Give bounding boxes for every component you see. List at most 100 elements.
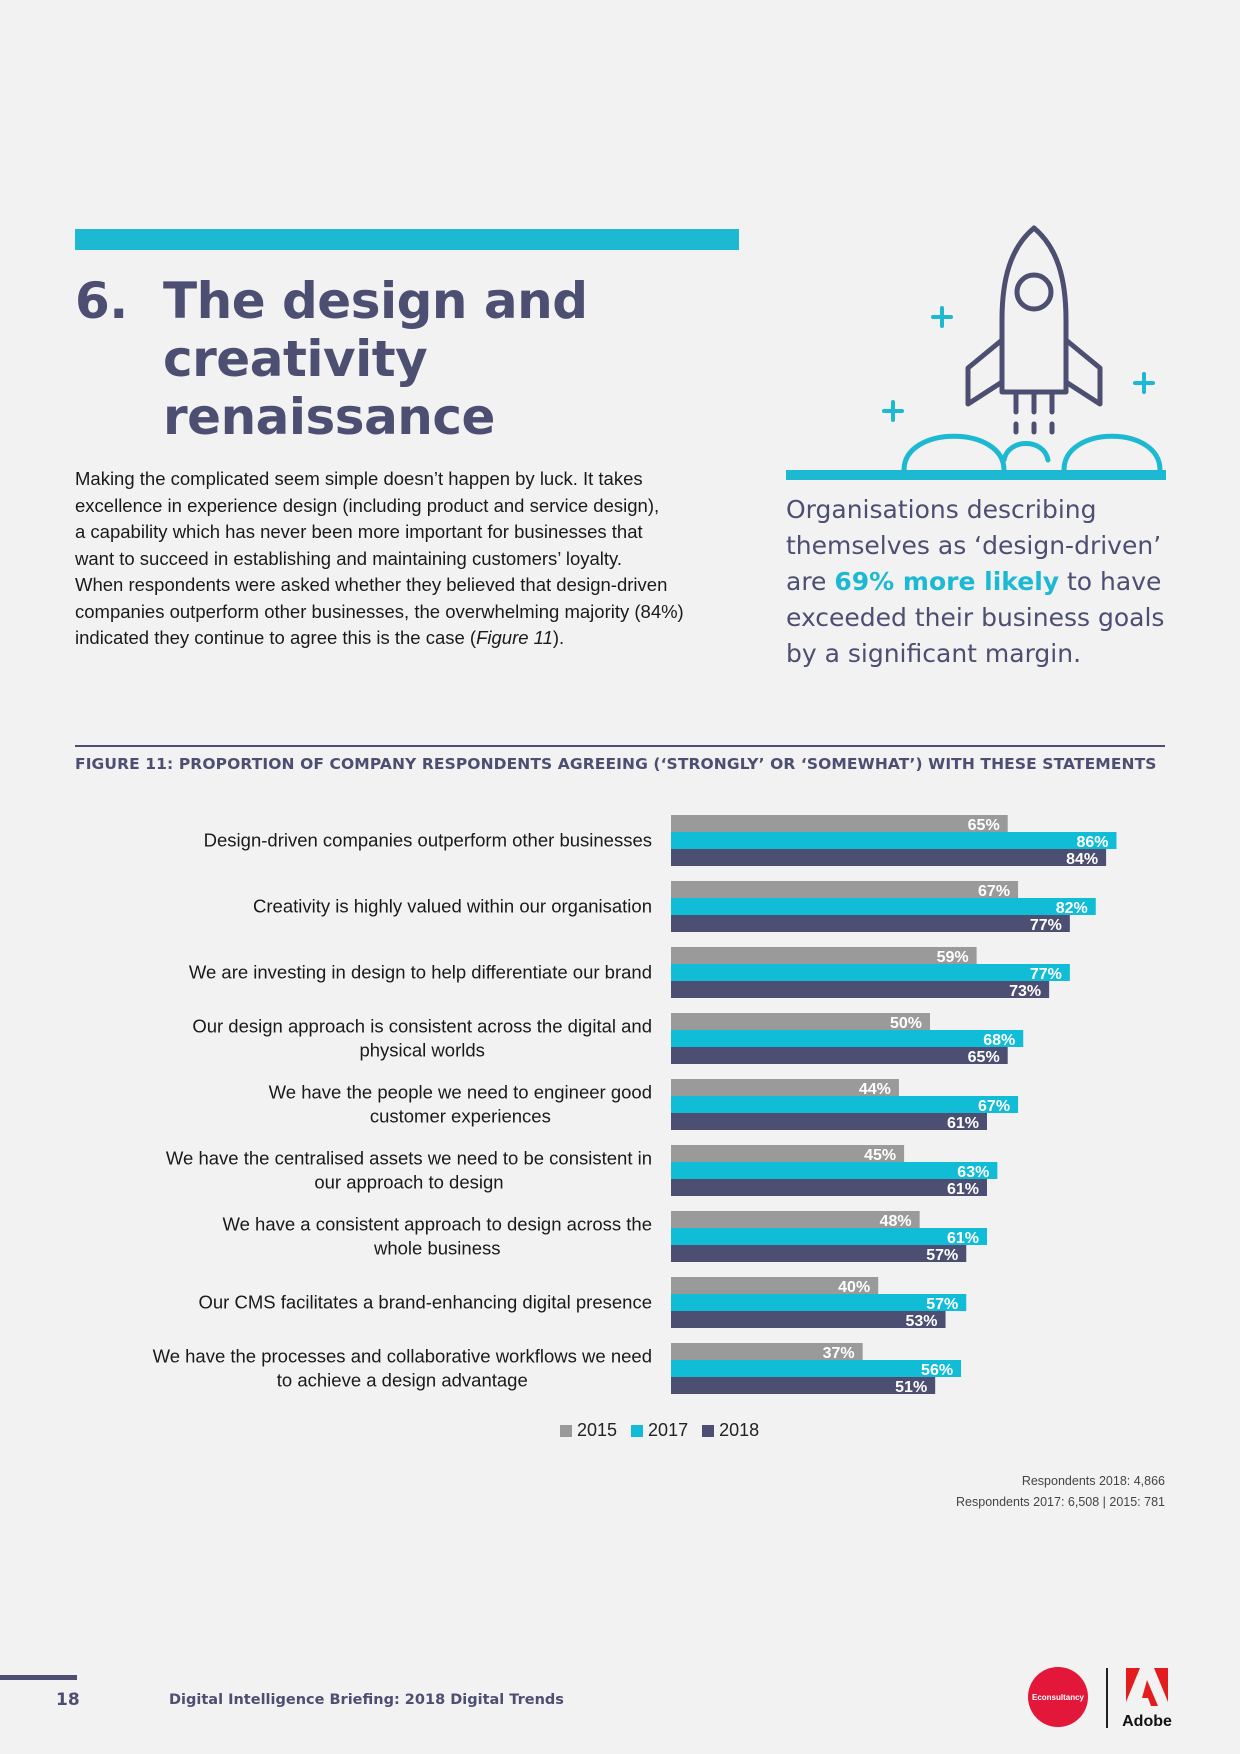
category-label: customer experiences [370, 1106, 551, 1127]
figure-caption: FIGURE 11: PROPORTION OF COMPANY RESPOND… [75, 755, 1157, 773]
category-label: Our CMS facilitates a brand-enhancing di… [199, 1292, 653, 1313]
bar-value-label: 40% [838, 1279, 870, 1296]
section-title-line1: The design and [163, 272, 588, 330]
legend-label: 2018 [719, 1420, 760, 1440]
bar-2015 [671, 1211, 920, 1228]
bar-value-label: 59% [937, 949, 969, 966]
legend-swatch [560, 1424, 572, 1437]
intro-text: ). [552, 627, 565, 648]
legend-swatch [631, 1424, 644, 1437]
bar-value-label: 65% [968, 817, 1000, 834]
respondents-line: Respondents 2017: 6,508 | 2015: 781 [956, 1495, 1165, 1509]
callout-line: themselves as ‘design-driven’ [786, 531, 1162, 560]
intro-text: indicated they continue to agree this is… [75, 627, 477, 648]
bar-2018 [671, 1245, 967, 1262]
logo-divider [1106, 1668, 1108, 1728]
bar-value-label: 61% [947, 1230, 979, 1247]
figure-divider [75, 745, 1165, 747]
bar-value-label: 37% [823, 1345, 855, 1362]
bar-value-label: 68% [983, 1032, 1015, 1049]
bar-value-label: 82% [1056, 900, 1088, 917]
bar-value-label: 63% [957, 1164, 989, 1181]
category-label: physical worlds [359, 1040, 484, 1061]
legend-swatch [702, 1424, 715, 1437]
section-accent-bar [75, 229, 739, 250]
bar-value-label: 65% [968, 1049, 1000, 1066]
bar-value-label: 53% [906, 1313, 938, 1330]
category-label: We have the centralised assets we need t… [166, 1148, 652, 1169]
bar-2015 [671, 881, 1019, 898]
intro-line: indicated they continue to agree this is… [75, 625, 735, 652]
bar-chart: Design-driven companies outperform other… [153, 815, 1117, 1396]
bar-2017 [671, 1360, 962, 1377]
category-label: We have a consistent approach to design … [222, 1214, 652, 1235]
bar-value-label: 77% [1030, 966, 1062, 983]
intro-line: Making the complicated seem simple doesn… [75, 468, 643, 489]
chart-legend: 2015 2017 2018 [560, 1420, 759, 1441]
bar-value-label: 51% [895, 1379, 927, 1396]
callout-line: exceeded their business goals [786, 603, 1165, 632]
respondents-note: Respondents 2018: 4,866 Respondents 2017… [956, 1471, 1165, 1513]
callout-line: by a significant margin. [786, 639, 1082, 668]
bar-value-label: 73% [1009, 983, 1041, 1000]
category-label: We have the processes and collaborative … [153, 1346, 652, 1367]
intro-line: excellence in experience design (includi… [75, 494, 660, 516]
category-label: We have the people we need to engineer g… [269, 1082, 652, 1103]
bar-2018 [671, 981, 1050, 998]
bar-2015 [671, 1013, 930, 1030]
bar-2018 [671, 1311, 946, 1328]
bar-2018 [671, 1047, 1008, 1064]
bar-2015 [671, 1277, 879, 1294]
legend-item-2018: 2018 [702, 1420, 759, 1441]
figure-reference: Figure 11 [476, 627, 553, 648]
section-number: 6. [75, 272, 128, 330]
bar-2017 [671, 1096, 1019, 1113]
bar-2017 [671, 1294, 967, 1311]
legend-item-2015: 2015 [560, 1420, 617, 1441]
adobe-logo: Adobe [1122, 1666, 1172, 1730]
bar-value-label: 84% [1066, 851, 1098, 868]
bar-value-label: 57% [926, 1247, 958, 1264]
rocket-icon [786, 220, 1166, 482]
bar-value-label: 86% [1076, 834, 1108, 851]
bar-2017 [671, 1162, 998, 1179]
callout-highlight: 69% more likely [834, 567, 1060, 596]
footer-accent-line [0, 1675, 77, 1680]
bar-value-label: 67% [978, 1098, 1010, 1115]
legend-label: 2015 [577, 1420, 618, 1440]
bar-value-label: 56% [921, 1362, 953, 1379]
page-number: 18 [56, 1690, 80, 1710]
bar-value-label: 48% [880, 1213, 912, 1230]
legend-label: 2017 [648, 1420, 689, 1440]
footer-title: Digital Intelligence Briefing: 2018 Digi… [169, 1692, 564, 1708]
legend-item-2017: 2017 [631, 1420, 688, 1441]
bar-value-label: 61% [947, 1181, 979, 1198]
category-label: to achieve a design advantage [277, 1370, 528, 1391]
callout-text: to have [1059, 567, 1162, 596]
bar-2018 [671, 1113, 987, 1130]
bar-value-label: 61% [947, 1115, 979, 1132]
bar-2018 [671, 849, 1107, 866]
bar-2017 [671, 832, 1117, 849]
category-label: whole business [373, 1238, 501, 1259]
callout-line: are 69% more likely to have [786, 564, 1176, 600]
bar-2018 [671, 1377, 936, 1394]
category-label: Creativity is highly valued within our o… [253, 896, 652, 917]
intro-line: want to succeed in establishing and main… [75, 547, 623, 569]
respondents-line: Respondents 2018: 4,866 [1021, 1474, 1165, 1488]
category-label: Our design approach is consistent across… [192, 1016, 652, 1037]
section-title-line2: creativity renaissance [163, 330, 495, 446]
adobe-logo-text: Adobe [1122, 1713, 1172, 1730]
bar-2017 [671, 898, 1096, 915]
bar-2017 [671, 1030, 1024, 1047]
category-label: our approach to design [314, 1172, 503, 1193]
bar-value-label: 50% [890, 1015, 922, 1032]
callout-statement: Organisations describing themselves as ‘… [786, 492, 1176, 672]
intro-paragraph: Making the complicated seem simple doesn… [75, 466, 735, 652]
bar-value-label: 45% [864, 1147, 896, 1164]
bar-2015 [671, 1145, 905, 1162]
econsultancy-logo-text: Econsultancy [1031, 1692, 1084, 1702]
bar-2015 [671, 1343, 863, 1360]
category-label: Design-driven companies outperform other… [204, 830, 652, 851]
intro-line: companies outperform other businesses, t… [75, 600, 684, 622]
